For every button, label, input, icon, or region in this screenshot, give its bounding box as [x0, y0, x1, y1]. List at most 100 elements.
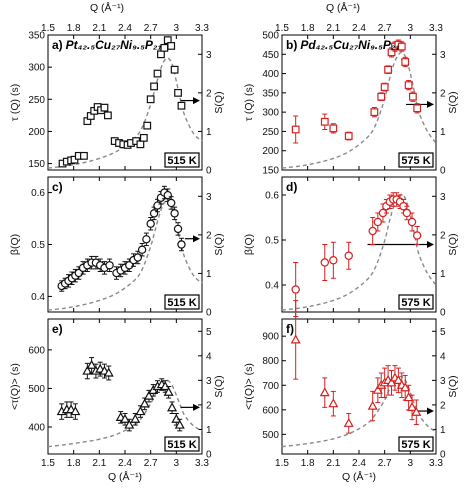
y-tick-label: 400 — [262, 69, 279, 80]
x-axis-label: Q (Å⁻¹) — [342, 470, 376, 483]
marker-square — [136, 140, 145, 149]
marker-triangle — [290, 334, 301, 344]
x-tick-label: 3 — [174, 458, 180, 469]
panel-b: 1.5 1.8 2.1 2.4 2.7 3 3.3 150 200 250 300 350 400 450… — [243, 23, 459, 177]
marker-circle — [146, 219, 155, 228]
data-point — [130, 413, 141, 426]
plot-frame — [47, 318, 203, 455]
y-axis-label: β(Q) — [9, 234, 21, 255]
data-point — [167, 401, 178, 414]
marker-square — [370, 108, 379, 117]
marker-square — [291, 125, 300, 134]
y2-tick-label: 4 — [206, 351, 212, 362]
y2-tick-label: 4 — [440, 351, 446, 362]
marker-square — [100, 103, 109, 112]
data-point — [177, 101, 186, 110]
marker-triangle — [135, 406, 146, 416]
sq-curve — [281, 51, 437, 169]
temperature-box — [398, 152, 434, 168]
x-tick-label-top: 1.8 — [301, 23, 315, 34]
x-tick-label: 2.1 — [92, 458, 106, 469]
data-point — [125, 258, 134, 272]
x-tick-label: 2.4 — [118, 458, 132, 469]
arrow-head — [427, 407, 434, 415]
alloy-composition: Pt₄₂.₅Cu₂₇Ni₉.₅P₂₁ — [66, 38, 162, 52]
y-tick-label: 0.6 — [31, 188, 45, 199]
data-point — [412, 226, 422, 245]
y2-tick-label: 1 — [440, 269, 446, 280]
marker-square — [103, 111, 112, 120]
y2-tick-label: 1 — [206, 127, 212, 138]
data-point — [411, 399, 422, 426]
temperature-box — [164, 152, 200, 168]
y-tick-label: 0.4 — [265, 281, 279, 292]
panel-d: 0.4 0.5 0.6 0 1 2 3 β(Q) S(Q) d) 575 K — [243, 176, 459, 319]
data-point — [139, 133, 148, 142]
data-point — [150, 82, 158, 91]
temperature-label: 575 K — [401, 297, 430, 309]
data-point — [153, 69, 162, 78]
marker-triangle — [407, 401, 418, 411]
marker-circle — [125, 261, 134, 270]
data-point — [319, 377, 330, 408]
y-tick-label: 500 — [262, 430, 279, 441]
temperature-label: 575 K — [401, 155, 430, 167]
x-tick-label-top: 1.5 — [275, 23, 289, 34]
marker-square — [404, 81, 413, 90]
data-point — [146, 95, 155, 104]
marker-square — [143, 121, 152, 130]
data-point — [409, 91, 417, 102]
marker-circle — [133, 253, 143, 262]
x-axis-label: Q (Å⁻¹) — [108, 470, 142, 483]
sq-curve — [47, 57, 203, 169]
data-point — [407, 394, 418, 421]
marker-circle — [170, 209, 179, 218]
y-tick-label: 250 — [28, 95, 45, 106]
data-point — [329, 123, 338, 134]
x-tick-label: 1.8 — [67, 458, 81, 469]
y-tick-label: 150 — [262, 166, 279, 177]
data-point — [82, 362, 93, 380]
marker-circle — [74, 268, 84, 278]
marker-triangle — [86, 359, 97, 369]
panel-letter: e) — [52, 322, 63, 336]
y-tick-label: 700 — [262, 381, 279, 392]
data-point — [139, 397, 150, 411]
y2-tick-label: 0 — [206, 166, 212, 177]
x-tick-label: 3 — [408, 458, 414, 469]
sq-curve — [281, 375, 437, 448]
marker-triangle — [372, 384, 383, 394]
data-point — [320, 113, 329, 130]
marker-square — [329, 124, 338, 133]
sq-axis-arrow — [180, 403, 200, 411]
marker-square — [413, 104, 422, 113]
data-point — [386, 370, 397, 396]
data-point — [163, 386, 174, 399]
y-tick-label: 300 — [28, 63, 45, 74]
marker-circle — [291, 285, 300, 294]
data-point — [105, 258, 114, 272]
plot-frame — [281, 318, 437, 455]
panel-label: a) Pt₄₂.₅Cu₂₇Ni₉.₅P₂₁ — [52, 38, 162, 52]
data-point — [404, 80, 413, 91]
data-point — [377, 92, 386, 102]
y-tick-label: 600 — [28, 345, 45, 356]
data-point — [103, 365, 114, 381]
panel-label: c) — [52, 180, 63, 194]
data-point — [160, 43, 169, 52]
y-tick-label: 200 — [28, 127, 45, 138]
marker-circle — [368, 226, 377, 236]
marker-triangle — [103, 367, 114, 377]
sq-axis-arrow — [367, 241, 434, 248]
y2-tick-label: 0 — [206, 308, 212, 319]
data-point — [291, 115, 300, 144]
data-point — [174, 418, 185, 432]
x-tick-label: 2.7 — [378, 458, 392, 469]
y2-tick-label: 2 — [440, 88, 446, 99]
marker-circle — [344, 251, 353, 260]
marker-circle — [153, 201, 162, 210]
y2-axis-label: S(Q) — [447, 375, 459, 397]
data-point — [160, 380, 171, 393]
marker-triangle — [367, 400, 378, 410]
